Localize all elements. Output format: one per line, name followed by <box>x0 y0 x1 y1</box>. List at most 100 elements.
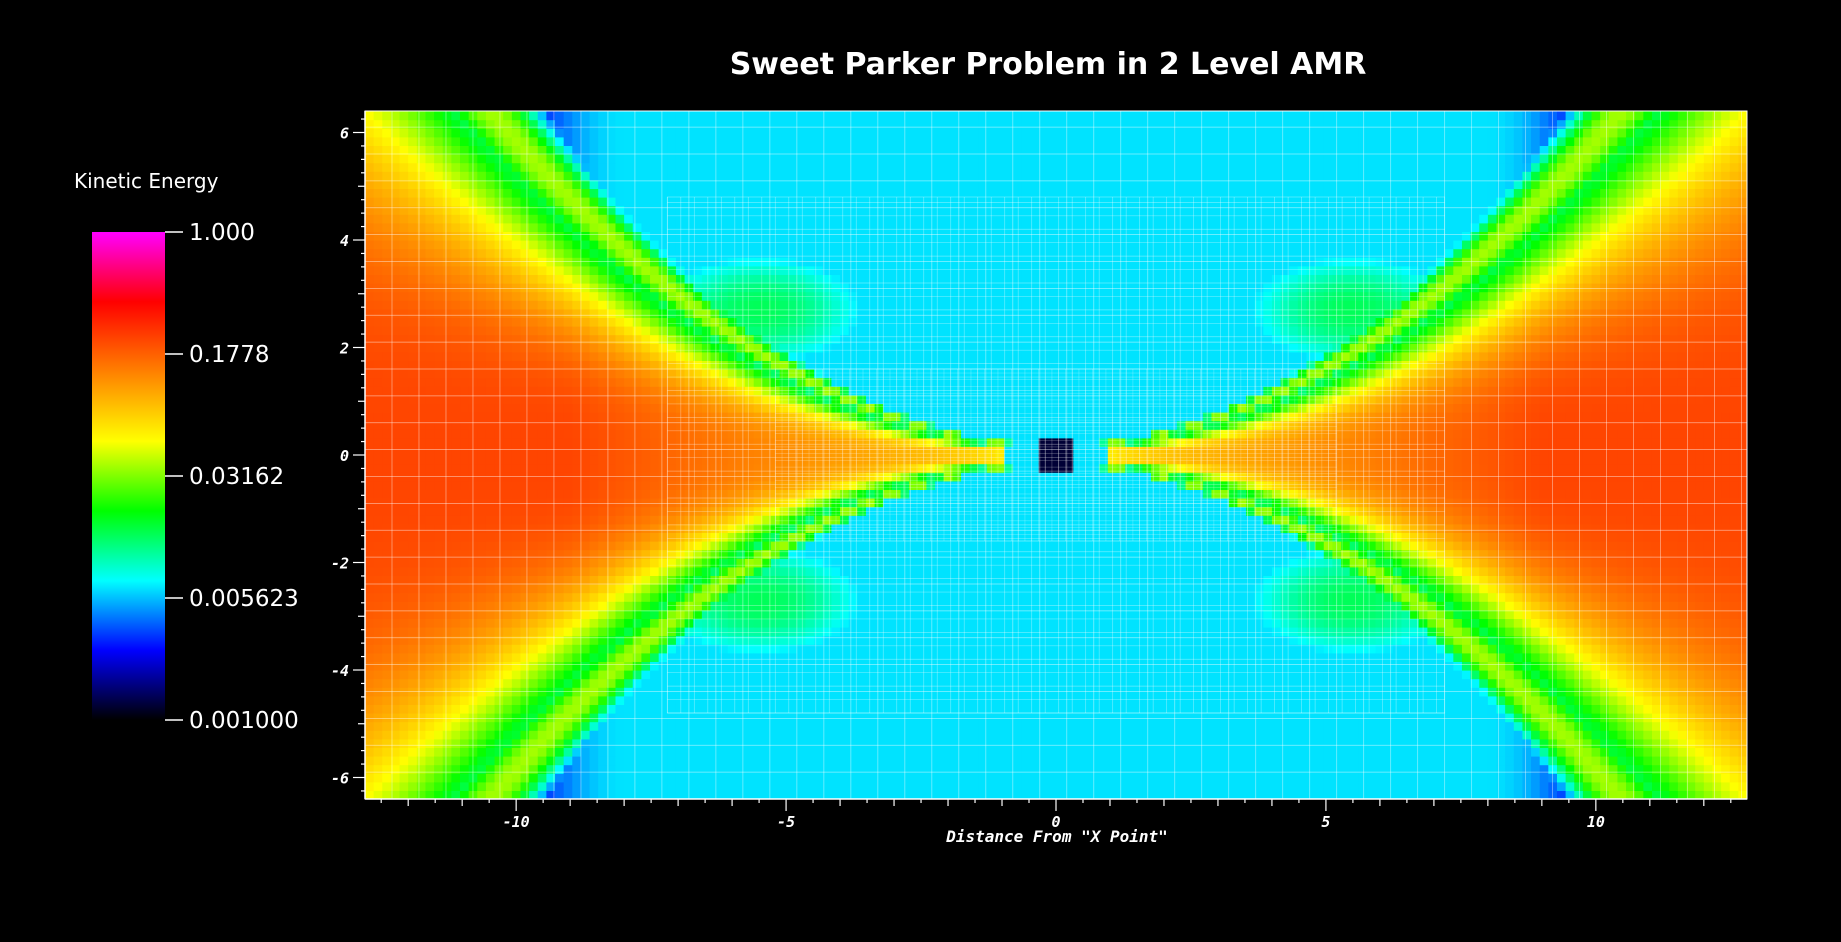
heatmap-cell <box>753 609 763 619</box>
heatmap-cell <box>632 515 642 525</box>
heatmap-cell <box>840 197 850 207</box>
heatmap-cell <box>520 713 530 723</box>
heatmap-cell <box>365 498 375 508</box>
heatmap-cell <box>580 498 591 508</box>
heatmap-cell <box>883 119 893 129</box>
heatmap-cell <box>675 179 686 189</box>
heatmap-cell <box>520 480 530 490</box>
heatmap-cell <box>546 317 556 327</box>
heatmap-cell <box>840 231 850 241</box>
heatmap-cell <box>572 584 582 594</box>
heatmap-cell <box>831 119 841 129</box>
heatmap-cell <box>555 584 565 594</box>
heatmap-cell <box>883 145 893 155</box>
heatmap-cell <box>598 661 608 671</box>
heatmap-cell <box>511 532 522 542</box>
heatmap-cell <box>641 154 651 164</box>
heatmap-cell <box>840 205 850 215</box>
heatmap-cell <box>632 111 642 121</box>
heatmap-cell <box>503 429 513 439</box>
heatmap-cell <box>675 463 686 473</box>
heatmap-cell <box>693 764 703 774</box>
heatmap-cell <box>745 136 755 146</box>
heatmap-cell <box>779 360 789 370</box>
heatmap-cell <box>546 222 556 232</box>
heatmap-cell <box>442 601 452 611</box>
heatmap-cell <box>632 231 642 241</box>
heatmap-cell <box>650 119 660 129</box>
heatmap-cell <box>442 790 452 799</box>
heatmap-cell <box>606 420 617 430</box>
heatmap-cell <box>494 300 504 310</box>
heatmap-cell <box>589 145 599 155</box>
heatmap-cell <box>520 498 530 508</box>
heatmap-cell <box>650 222 660 232</box>
heatmap-cell <box>485 592 496 602</box>
heatmap-cell <box>658 652 668 662</box>
heatmap-cell <box>632 351 642 361</box>
heatmap-cell <box>788 412 798 422</box>
heatmap-cell <box>373 584 383 594</box>
heatmap-cell <box>641 231 651 241</box>
heatmap-cell <box>580 584 591 594</box>
heatmap-cell <box>425 790 435 799</box>
heatmap-cell <box>693 119 703 129</box>
heatmap-cell <box>788 222 798 232</box>
heatmap-cell <box>848 265 858 275</box>
heatmap-cell <box>598 489 608 499</box>
heatmap-cell <box>779 274 789 284</box>
heatmap-cell <box>503 609 513 619</box>
heatmap-cell <box>719 205 729 215</box>
heatmap-cell <box>416 231 427 241</box>
heatmap-cell <box>365 162 375 172</box>
heatmap-cell <box>814 773 824 783</box>
heatmap-cell <box>710 627 720 637</box>
heatmap-cell <box>606 773 617 783</box>
heatmap-cell <box>408 119 418 129</box>
heatmap-cell <box>822 532 833 542</box>
heatmap-cell <box>641 429 651 439</box>
heatmap-cell <box>408 403 418 413</box>
heatmap-cell <box>814 386 824 396</box>
heatmap-cell <box>580 197 591 207</box>
heatmap-cell <box>494 695 504 705</box>
heatmap-cell <box>442 283 452 293</box>
heatmap-cell <box>779 584 789 594</box>
heatmap-cell <box>503 790 513 799</box>
heatmap-cell <box>382 549 392 559</box>
heatmap-cell <box>658 644 668 654</box>
heatmap-cell <box>494 515 504 525</box>
heatmap-cell <box>425 515 435 525</box>
heatmap-cell <box>658 429 668 439</box>
colorbar-legend: Kinetic Energy 1.0000.17780.031620.00562… <box>74 169 299 734</box>
heatmap-cell <box>624 111 634 121</box>
heatmap-cell <box>831 162 841 172</box>
heatmap-cell <box>762 635 772 645</box>
heatmap-cell <box>745 592 755 602</box>
heatmap-cell <box>641 145 651 155</box>
heatmap-cell <box>390 162 401 172</box>
heatmap-cell <box>650 773 660 783</box>
heatmap-cell <box>701 713 712 723</box>
heatmap-cell <box>865 205 876 215</box>
heatmap-cell <box>770 730 781 740</box>
heatmap-cell <box>650 369 660 379</box>
heatmap-cell <box>675 360 686 370</box>
heatmap-cell <box>641 179 651 189</box>
heatmap-cell <box>745 326 755 336</box>
heatmap-cell <box>390 394 401 404</box>
heatmap-cell <box>606 214 617 224</box>
heatmap-cell <box>598 584 608 594</box>
heatmap-cell <box>390 343 401 353</box>
heatmap-cell <box>727 231 738 241</box>
heatmap-cell <box>425 291 435 301</box>
heatmap-cell <box>494 231 504 241</box>
heatmap-cell <box>537 222 547 232</box>
heatmap-cell <box>382 661 392 671</box>
heatmap-cell <box>572 386 582 396</box>
heatmap-cell <box>408 205 418 215</box>
heatmap-cell <box>719 128 729 138</box>
heatmap-cell <box>865 154 876 164</box>
heatmap-cell <box>865 300 876 310</box>
heatmap-cell <box>598 222 608 232</box>
